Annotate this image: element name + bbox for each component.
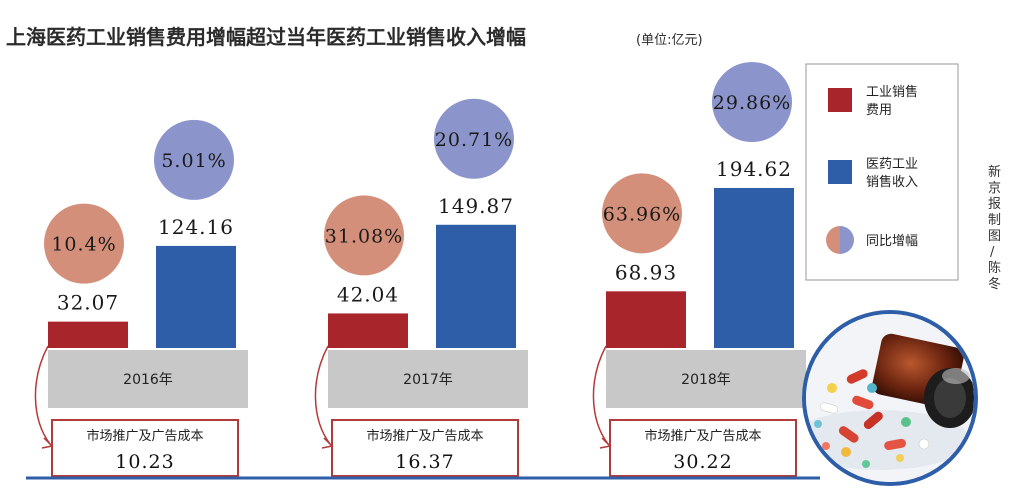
year-label: 2016年 xyxy=(123,372,173,388)
link-arrow xyxy=(34,345,51,445)
link-arrow xyxy=(314,345,331,445)
expense-value-label: 42.04 xyxy=(337,282,399,306)
revenue-bar xyxy=(156,245,236,348)
promo-cost-value: 16.37 xyxy=(395,451,454,473)
year-label: 2018年 xyxy=(681,372,731,388)
revenue-value-label: 149.87 xyxy=(438,194,514,218)
credit-char: 陈 xyxy=(988,260,1001,276)
credit-char: 京 xyxy=(988,181,1001,196)
promo-cost-label: 市场推广及广告成本 xyxy=(644,428,761,444)
pill-bottle-image xyxy=(802,310,978,486)
revenue-bar xyxy=(436,224,516,348)
promo-cost-value: 10.23 xyxy=(115,451,174,473)
credit: 新 京 报 制 图 / 陈 冬 xyxy=(988,164,1001,292)
year-band xyxy=(606,350,806,408)
credit-char: / xyxy=(990,245,995,260)
revenue-growth-circle xyxy=(154,119,234,200)
credit-char: 冬 xyxy=(988,276,1001,292)
promo-cost-box xyxy=(609,419,797,477)
revenue-value-label: 124.16 xyxy=(158,215,234,239)
legend-label-growth: 同比增幅 xyxy=(866,234,918,249)
credit-char: 报 xyxy=(988,197,1001,212)
link-arrow xyxy=(592,345,609,445)
year-band xyxy=(48,350,248,408)
expense-bar xyxy=(606,291,686,348)
revenue-growth-label: 20.71% xyxy=(435,129,513,151)
promo-cost-box xyxy=(331,419,519,477)
chart-title: 上海医药工业销售费用增幅超过当年医药工业销售收入增幅 xyxy=(6,25,526,49)
legend-swatch-revenue xyxy=(828,160,852,184)
revenue-bar xyxy=(714,187,794,348)
credit-char: 制 xyxy=(988,213,1001,228)
promo-cost-value: 30.22 xyxy=(673,451,732,473)
chart-groups: 2016年 32.07 124.16 10.4% 5.01% 市场推广及广告成本 10.23… xyxy=(34,61,806,477)
expense-value-label: 68.93 xyxy=(615,260,677,284)
legend-label-revenue-1: 医药工业 xyxy=(866,157,918,172)
revenue-growth-label: 5.01% xyxy=(161,150,226,172)
legend-label-expense-1: 工业销售 xyxy=(866,84,918,100)
expense-growth-circle xyxy=(44,203,124,284)
promo-cost-label: 市场推广及广告成本 xyxy=(86,428,203,444)
expense-growth-label: 31.08% xyxy=(325,225,403,247)
expense-growth-circle xyxy=(324,195,404,276)
revenue-growth-circle xyxy=(712,61,792,142)
expense-growth-label: 10.4% xyxy=(51,234,116,256)
revenue-growth-label: 29.86% xyxy=(713,92,791,114)
credit-char: 新 xyxy=(988,164,1001,180)
expense-growth-label: 63.96% xyxy=(603,203,681,225)
expense-bar xyxy=(48,321,128,348)
revenue-growth-circle xyxy=(434,98,514,179)
legend-label-expense-2: 费用 xyxy=(866,103,892,118)
promo-cost-box xyxy=(51,419,239,477)
unit-label: (单位:亿元) xyxy=(636,33,703,48)
promo-cost-label: 市场推广及广告成本 xyxy=(366,428,483,444)
expense-value-label: 32.07 xyxy=(57,291,119,315)
credit-char: 图 xyxy=(988,229,1001,244)
legend-swatch-growth-right xyxy=(840,226,854,254)
legend-swatch-expense xyxy=(828,88,852,112)
legend-label-revenue-2: 销售收入 xyxy=(866,174,918,190)
pills xyxy=(814,369,930,468)
year-label: 2017年 xyxy=(403,372,453,388)
revenue-value-label: 194.62 xyxy=(716,157,792,181)
year-band xyxy=(328,350,528,408)
expense-bar xyxy=(328,313,408,348)
expense-growth-circle xyxy=(602,173,682,254)
legend-swatch-growth-left xyxy=(826,226,840,254)
legend: 工业销售 费用 医药工业 销售收入 同比增幅 xyxy=(805,63,959,281)
